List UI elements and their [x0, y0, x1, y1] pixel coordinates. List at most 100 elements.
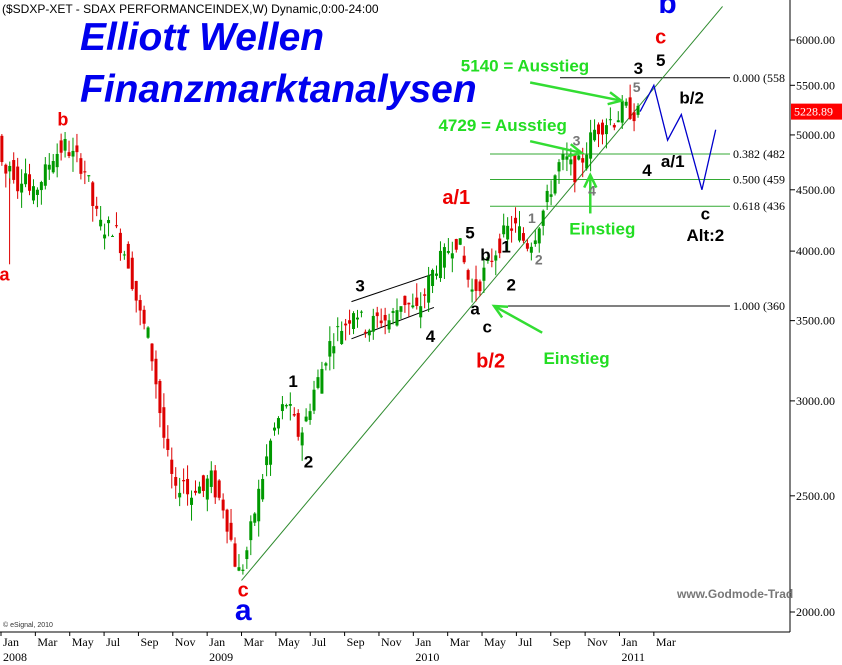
- candle-body: [103, 234, 107, 239]
- y-tick-label: 5500.00: [796, 78, 835, 92]
- candle-body: [371, 315, 375, 332]
- trendline-line: [241, 6, 723, 581]
- candle-body: [577, 155, 581, 160]
- candle-body: [95, 205, 99, 209]
- x-tick-label: Mar: [244, 635, 264, 649]
- candle-body: [454, 239, 458, 250]
- candle-body: [391, 311, 395, 313]
- candle-body: [541, 210, 545, 226]
- candle-body: [521, 233, 525, 241]
- x-tick-label: Sep: [553, 635, 571, 649]
- candle-body: [581, 158, 585, 163]
- wave-label: b/2: [476, 350, 505, 372]
- candle-body: [379, 320, 383, 324]
- candle-body: [114, 225, 118, 227]
- candle-body: [340, 330, 344, 345]
- candle-body: [245, 550, 249, 560]
- candle-body: [47, 164, 51, 170]
- candle-body: [4, 164, 8, 174]
- candle-body: [533, 240, 537, 245]
- candle-body: [158, 380, 162, 414]
- candle-body: [324, 363, 328, 366]
- x-year-label: 2011: [621, 650, 645, 664]
- candle-body: [628, 97, 632, 119]
- candle-body: [442, 247, 446, 268]
- candle-body: [375, 312, 379, 317]
- x-tick-label: Mar: [450, 635, 470, 649]
- candle-body: [186, 478, 190, 495]
- green-arrow-head: [607, 91, 625, 106]
- candle-body: [209, 470, 213, 487]
- signal-label: Einstieg: [543, 349, 609, 368]
- candle-body: [478, 281, 482, 292]
- candle-body: [249, 521, 253, 541]
- wave-label: c: [655, 26, 666, 48]
- channel-upper: [351, 273, 435, 303]
- candle-body: [419, 306, 423, 318]
- candle-body: [446, 250, 450, 253]
- wave-label: b/2: [679, 89, 704, 108]
- green-arrow-shaft: [529, 139, 582, 155]
- y-tick-label: 2500.00: [796, 489, 835, 503]
- wave-label: b: [658, 0, 676, 20]
- forecast-path: [639, 83, 717, 190]
- fib-label: 0.000 (558: [733, 71, 785, 85]
- candle-body: [387, 320, 391, 330]
- candle-body: [407, 302, 411, 305]
- candle-body: [257, 488, 261, 522]
- candle-body: [31, 186, 35, 201]
- candle-body: [608, 119, 612, 121]
- wave-label: 5: [633, 79, 641, 95]
- x-tick-label: Jul: [312, 635, 327, 649]
- y-tick-label: 4500.00: [796, 183, 835, 197]
- wave-label: 4: [426, 327, 436, 346]
- y-tick-label: 5000.00: [796, 128, 835, 142]
- candle-body: [466, 270, 470, 280]
- candle-body: [359, 311, 363, 313]
- wave-label: 5: [465, 223, 474, 242]
- title-line-2: Finanzmarktanalysen: [80, 68, 477, 111]
- wave-label: 1: [501, 237, 510, 256]
- candle-body: [134, 280, 138, 301]
- x-tick-label: May: [484, 635, 506, 649]
- candle-body: [221, 499, 225, 511]
- x-tick-label: May: [278, 635, 300, 649]
- candle-body: [39, 182, 43, 191]
- candle-body: [355, 317, 359, 320]
- candle-body: [273, 427, 277, 431]
- candle-body: [154, 358, 158, 385]
- candle-body: [458, 238, 462, 245]
- candle-body: [517, 226, 521, 241]
- candle-body: [265, 456, 269, 466]
- wave-label: 2: [535, 251, 543, 267]
- wave-label: b: [480, 245, 490, 264]
- candle-body: [316, 377, 320, 388]
- x-tick-label: Jan: [621, 635, 637, 649]
- x-tick-label: Sep: [140, 635, 158, 649]
- wave-label: 3: [573, 132, 581, 148]
- candle-body: [126, 243, 130, 269]
- candle-body: [395, 310, 399, 326]
- x-tick-label: Sep: [347, 635, 365, 649]
- candle-body: [597, 124, 601, 135]
- candle-body: [462, 255, 466, 263]
- candle-body: [585, 154, 589, 169]
- candle-body: [506, 225, 510, 240]
- wave-label: a: [235, 594, 252, 627]
- candle-body: [589, 132, 593, 159]
- candle-body: [600, 122, 604, 135]
- wave-label: 3: [634, 59, 643, 78]
- candle-body: [12, 160, 16, 180]
- candle-body: [300, 432, 304, 446]
- candle-body: [75, 145, 79, 153]
- x-tick-label: Nov: [587, 635, 608, 649]
- wave-label: c: [238, 580, 249, 602]
- candle-body: [193, 490, 197, 493]
- candle-body: [593, 129, 597, 141]
- candle-body: [415, 297, 419, 306]
- candle-body: [494, 255, 498, 261]
- candle-body: [269, 440, 273, 465]
- candle-body: [79, 158, 83, 174]
- candle-body: [110, 235, 114, 237]
- x-tick-label: Nov: [175, 635, 196, 649]
